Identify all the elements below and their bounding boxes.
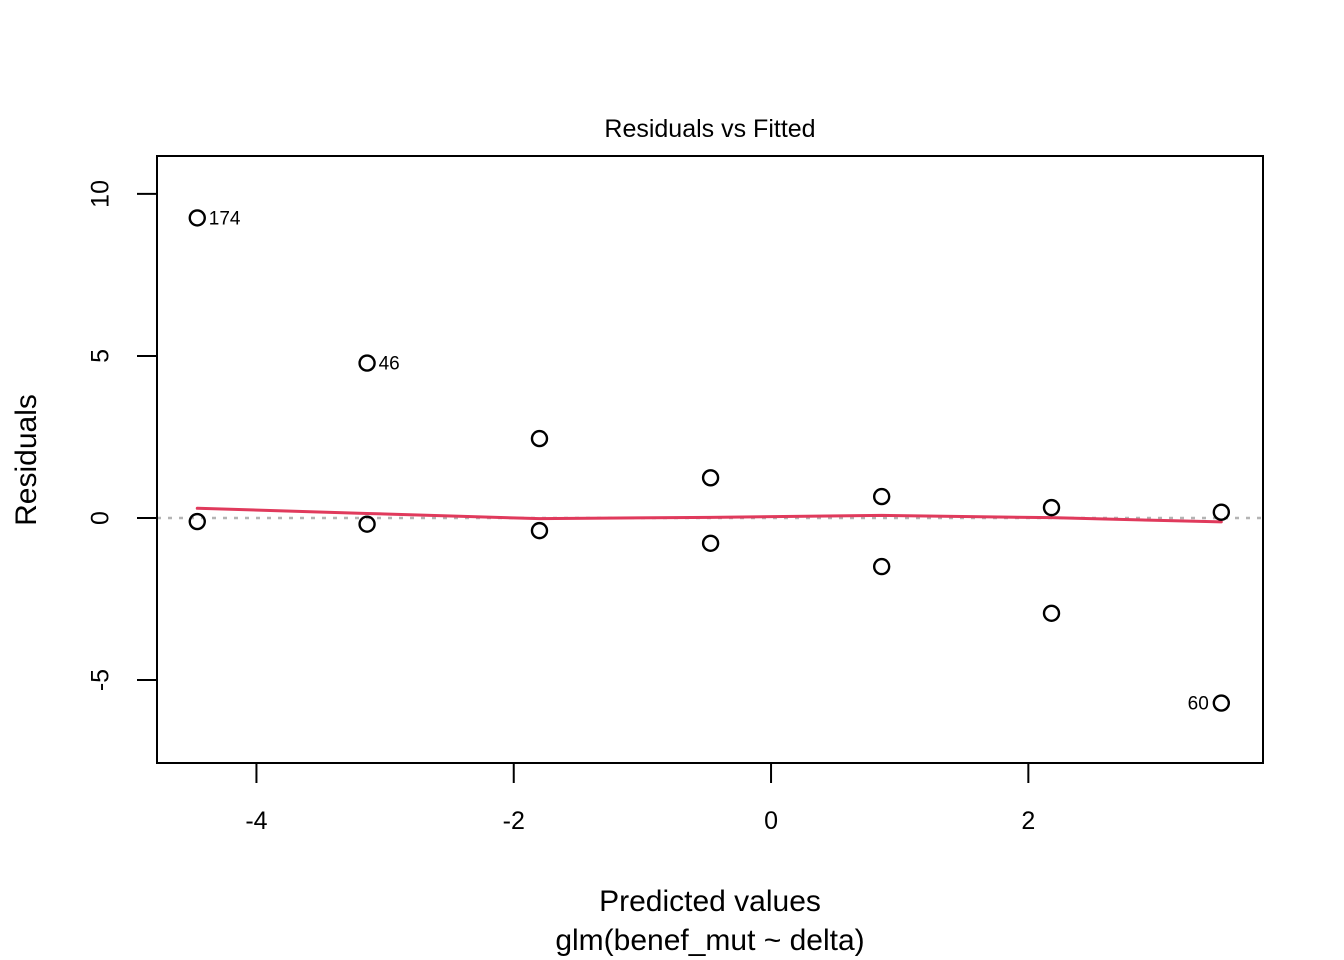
y-tick-label: 0 — [87, 511, 115, 525]
x-axis-sublabel: glm(benef_mut ~ delta) — [555, 924, 864, 957]
residual-point — [188, 209, 206, 227]
residual-point — [872, 557, 891, 576]
residual-point — [1042, 604, 1061, 622]
point-id-label: 60 — [1188, 694, 1209, 715]
residual-point — [188, 512, 206, 531]
x-tick-label: 0 — [764, 807, 778, 835]
x-tick-label: -2 — [503, 807, 525, 835]
residual-point — [872, 487, 891, 506]
residual-point — [1212, 503, 1231, 521]
y-axis-label: Residuals — [10, 394, 43, 526]
x-tick-label: 2 — [1021, 807, 1035, 835]
residual-point — [530, 521, 549, 540]
residual-point — [358, 354, 376, 372]
residual-point — [1212, 694, 1231, 712]
data-points-group — [188, 209, 1231, 712]
axis-ticks-group: -4 -2 0 2 -5 0 5 10 — [87, 180, 1036, 835]
y-tick-label: -5 — [87, 669, 115, 691]
y-tick-label: 5 — [87, 349, 115, 363]
residual-point — [1042, 498, 1061, 517]
smoother-line-group — [195, 506, 1223, 524]
residual-point — [530, 429, 549, 448]
chart-title: Residuals vs Fitted — [604, 115, 815, 143]
x-tick-label: -4 — [245, 807, 267, 835]
point-id-label: 46 — [379, 354, 400, 375]
x-axis-label: Predicted values — [599, 885, 821, 918]
residual-point — [358, 515, 376, 533]
residual-point — [701, 534, 720, 552]
y-tick-label: 10 — [87, 180, 115, 208]
point-labels-group: 174 46 60 — [209, 209, 1209, 715]
residual-point — [701, 469, 720, 487]
smoother-line — [195, 506, 1223, 524]
plot-box — [156, 155, 1264, 764]
point-id-label: 174 — [209, 209, 241, 230]
plot-frame-group — [156, 155, 1264, 764]
